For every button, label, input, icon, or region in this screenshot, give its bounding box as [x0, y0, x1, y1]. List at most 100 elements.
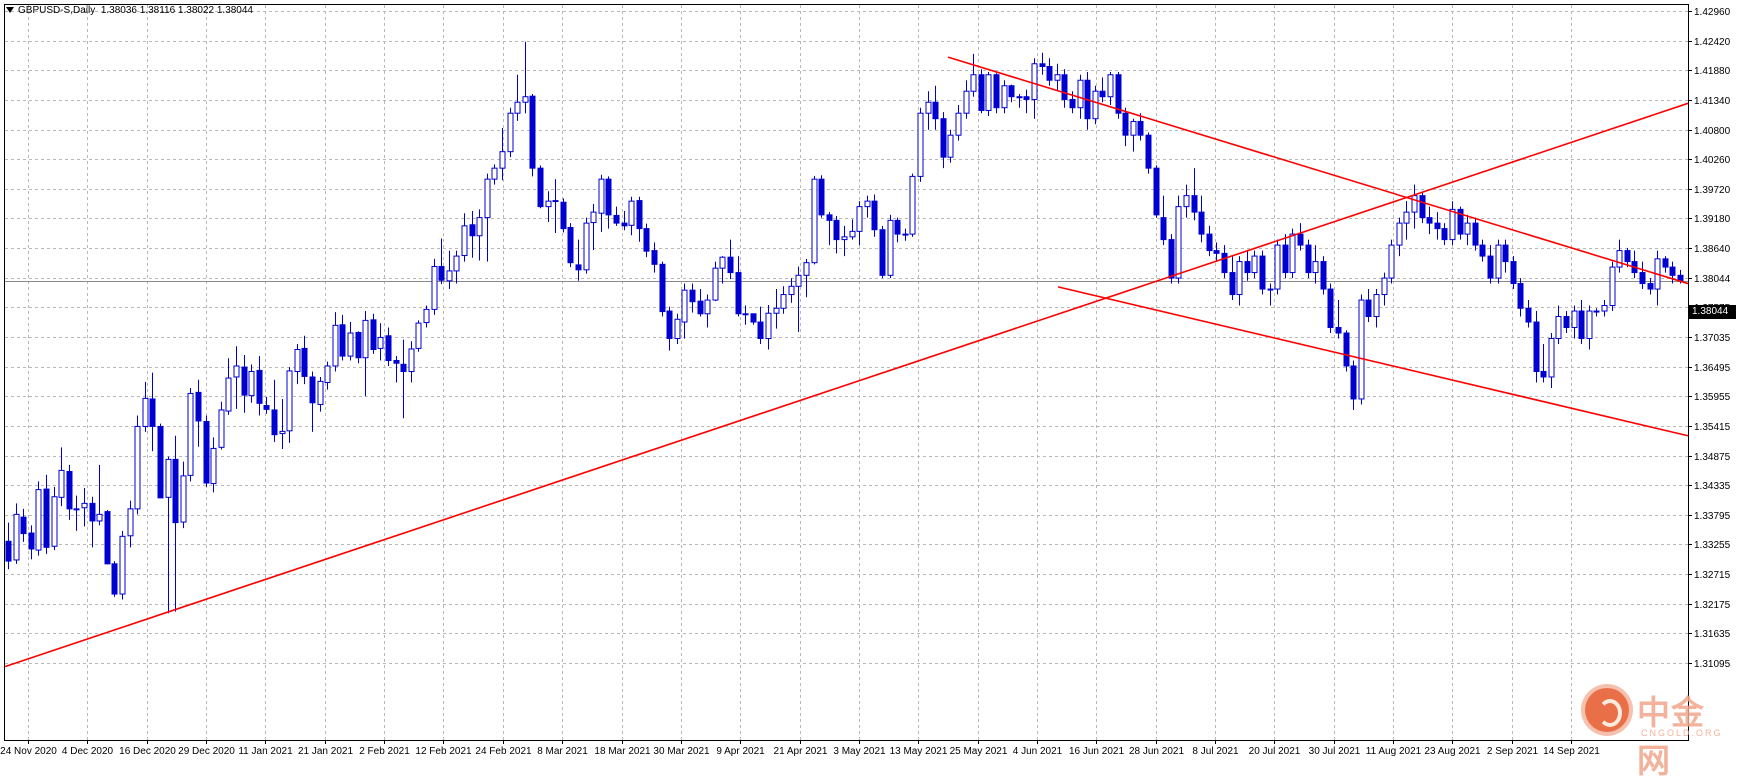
date-tick-label: 11 Jan 2021 [238, 746, 293, 757]
candle [1624, 247, 1631, 268]
candle [1502, 239, 1509, 273]
candle [294, 344, 301, 385]
candle [1320, 256, 1327, 295]
candle-body-bull [1411, 195, 1418, 213]
candle-body-bull [218, 409, 225, 448]
candle [241, 354, 248, 413]
candle [1335, 300, 1342, 339]
date-tick-label: 4 Jun 2021 [1013, 746, 1063, 757]
candle-body-bull [165, 458, 172, 498]
candle [1654, 250, 1661, 306]
trendlines[interactable] [4, 56, 1689, 668]
candle [1282, 234, 1289, 279]
candle [1191, 168, 1198, 221]
candle-body-bear [833, 219, 840, 241]
date-tick-label: 28 Jun 2021 [1129, 746, 1184, 757]
time-axis[interactable]: 24 Nov 2020 4 Dec 2020 16 Dec 2020 29 Dec 2… [0, 740, 1600, 757]
date-tick-label: 2 Sep 2021 [1487, 746, 1539, 757]
candle [1213, 242, 1220, 262]
candle [1403, 201, 1410, 240]
candle-body-bear [256, 369, 263, 404]
candle [96, 464, 103, 526]
candle-body-bull [795, 274, 802, 287]
candle-body-bull [507, 112, 514, 153]
candle [970, 53, 977, 97]
candle-body-bull [423, 308, 430, 324]
candle [225, 358, 232, 415]
candle [1016, 93, 1023, 108]
candle [727, 239, 734, 280]
collapse-triangle-icon[interactable] [6, 7, 14, 14]
candle [172, 435, 179, 612]
candle-body-bull [1054, 74, 1061, 81]
candle-body-bull [1373, 294, 1380, 318]
date-tick-label: 23 Aug 2021 [1424, 746, 1481, 757]
candle-body-bear [393, 359, 400, 364]
candle [89, 496, 96, 548]
candle-body-bull [1092, 90, 1099, 120]
price-tick-label: 1.36495 [1694, 363, 1731, 374]
candle [621, 211, 628, 231]
candle-body-bull [1267, 288, 1274, 291]
candle-body-bear [1039, 63, 1046, 68]
candle-body-bull [1251, 255, 1258, 274]
candle [583, 217, 590, 274]
candle [1358, 294, 1365, 405]
candle [1517, 278, 1524, 317]
candle [514, 74, 521, 121]
candle [218, 401, 225, 450]
date-tick-label: 21 Jan 2021 [298, 746, 353, 757]
candle [1669, 261, 1676, 284]
candle [659, 261, 666, 317]
candle [1160, 195, 1167, 246]
candle-body-bull [225, 377, 232, 412]
candle-body-bull [187, 392, 194, 476]
candle-body-bear [940, 118, 947, 158]
candle-body-bear [932, 101, 939, 120]
candle [1122, 107, 1129, 147]
price-chart[interactable]: 1.42960 1.42420 1.41880 1.41340 1.40800 1.402… [0, 0, 1742, 763]
candle-body-bear [355, 331, 362, 359]
candle-body-bear [104, 511, 111, 565]
candle [408, 341, 415, 383]
candle-body-bull [963, 90, 970, 114]
candle [871, 194, 878, 237]
watermark-subtext: CNGOLD.ORG [1641, 728, 1723, 738]
candle [1137, 113, 1144, 141]
candle [453, 250, 460, 284]
candle-body-bear [1229, 272, 1236, 296]
candle [263, 396, 270, 414]
candle [1396, 217, 1403, 257]
candle [195, 379, 202, 447]
candle-body-bull [1031, 63, 1038, 100]
candle [674, 313, 681, 345]
candle-body-bear [666, 310, 673, 340]
candle [1441, 223, 1448, 246]
candle-body-bull [461, 225, 468, 257]
candle-body-bear [1069, 98, 1076, 109]
candle [339, 314, 346, 361]
candle [347, 322, 354, 361]
candle [1548, 333, 1555, 388]
candle-body-bear [1540, 370, 1547, 378]
candles[interactable] [5, 41, 1684, 614]
candle [400, 339, 407, 419]
candle [947, 129, 954, 163]
candle [1001, 80, 1008, 114]
candle [757, 306, 764, 345]
candle-body-bull [917, 112, 924, 177]
candle [879, 225, 886, 279]
candle [917, 107, 924, 182]
candle [1259, 250, 1266, 295]
candle-body-bear [149, 398, 156, 427]
candle-body-bear [1662, 258, 1669, 268]
candle-body-bull [909, 175, 916, 235]
candle-body-bear [1023, 96, 1030, 100]
candle [1107, 71, 1114, 105]
candle-body-bull [51, 496, 58, 547]
candle-body-bull [142, 397, 149, 427]
candle [1039, 52, 1046, 75]
candle-body-bull [955, 112, 962, 136]
price-axis[interactable]: 1.42960 1.42420 1.41880 1.41340 1.40800 1.402… [1688, 7, 1731, 670]
